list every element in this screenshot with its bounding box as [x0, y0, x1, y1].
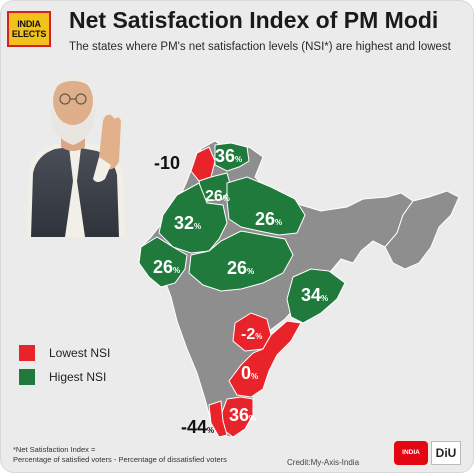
legend-item-lowest: Lowest NSI — [19, 341, 110, 365]
nsi-label: 0% — [241, 363, 258, 383]
nsi-label: 34% — [301, 285, 328, 305]
northeast-states — [384, 190, 460, 270]
brand-line-1: INDIA — [17, 19, 41, 29]
legend-swatch-green — [19, 369, 35, 385]
page-title: Net Satisfaction Index of PM Modi — [69, 7, 439, 33]
region-madhya-pradesh — [188, 230, 294, 292]
legend-label: Lowest NSI — [49, 346, 111, 360]
portrait-photo — [27, 73, 125, 237]
nsi-label: 26% — [255, 209, 282, 229]
footnote: *Net Satisfaction Index = Percentage of … — [13, 445, 227, 465]
footnote-line-2: Percentage of satisfied voters - Percent… — [13, 455, 227, 464]
region-gujarat — [138, 236, 188, 288]
region-himachal — [214, 142, 250, 172]
region-rajasthan — [158, 182, 228, 254]
nsi-label: 36% — [229, 405, 256, 425]
nsi-label: -44% — [181, 417, 214, 437]
india-outline — [138, 140, 414, 438]
nsi-label: 26% — [153, 257, 180, 277]
region-andhra-pradesh — [228, 320, 302, 398]
page-subtitle: The states where PM's net satisfaction l… — [69, 41, 451, 53]
diu-logo: DiU — [431, 441, 461, 465]
legend-swatch-red — [19, 345, 35, 361]
region-kerala — [208, 400, 228, 438]
footnote-line-1: *Net Satisfaction Index = — [13, 445, 96, 454]
nsi-label: -2% — [241, 326, 262, 343]
nsi-label: 36% — [215, 146, 242, 166]
region-punjab — [190, 146, 216, 182]
nsi-label: 26% — [227, 258, 254, 278]
india-elects-logo: INDIA ELECTS — [7, 11, 51, 47]
india-today-logo: INDIA TODAY — [394, 441, 428, 465]
nsi-label: 32% — [174, 213, 201, 233]
nsi-label: -10 — [154, 153, 180, 173]
map-legend: Lowest NSI Higest NSI — [19, 341, 110, 389]
legend-label: Higest NSI — [49, 370, 107, 384]
nsi-label: 26% — [205, 188, 230, 205]
image-credit: Credit:My-Axis-India — [287, 458, 360, 467]
brand-line-2: ELECTS — [11, 29, 47, 39]
region-odisha — [286, 268, 346, 324]
region-uttar-pradesh — [226, 176, 306, 236]
legend-item-highest: Higest NSI — [19, 365, 110, 389]
